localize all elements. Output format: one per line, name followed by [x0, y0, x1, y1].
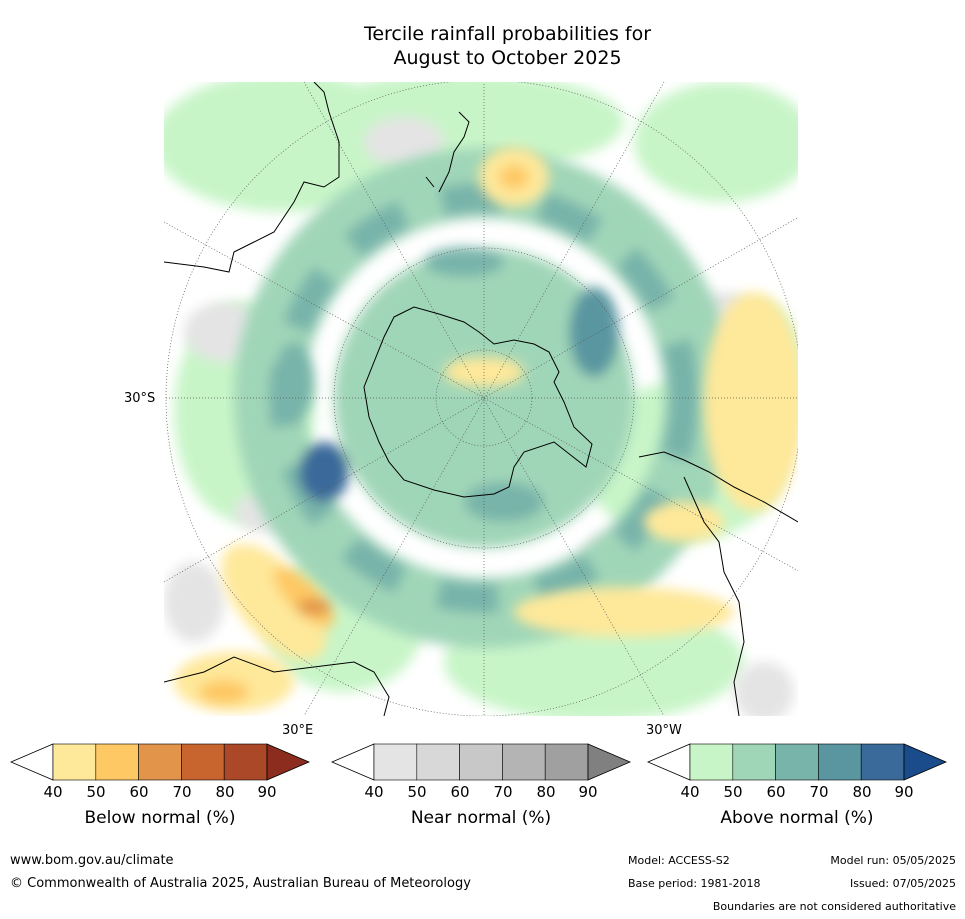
colorbar-swatch: [818, 743, 862, 781]
tick: 80: [536, 783, 556, 801]
footer-url: www.bom.gov.au/climate: [10, 853, 174, 868]
colorbar-swatch: [95, 743, 139, 781]
australia-coastline: [164, 82, 340, 273]
tick: 90: [894, 783, 914, 801]
footer-copyright: © Commonwealth of Australia 2025, Austra…: [10, 876, 471, 891]
colorbar-swatch: [373, 743, 418, 781]
colorbar-near-normal-swatches: [330, 743, 632, 781]
title-line-1: Tercile rainfall probabilities for: [363, 23, 652, 45]
antarctica-coastline: [363, 306, 593, 498]
colorbar-swatch: [544, 743, 589, 781]
colorbar-extend-high: [266, 743, 311, 781]
colorbar-extend-low: [330, 743, 375, 781]
tick: 90: [257, 783, 277, 801]
colorbar-swatch: [775, 743, 819, 781]
tick: 70: [809, 783, 829, 801]
colorbar-swatch: [181, 743, 225, 781]
colorbar-near-normal: 40 50 60 70 80 90: [330, 743, 632, 801]
footer-disclaimer: Boundaries are not considered authoritat…: [712, 900, 956, 913]
tick: 60: [450, 783, 470, 801]
colorbar-extend-low: [9, 743, 54, 781]
footer-model-run: Model run: 05/05/2025: [830, 854, 956, 867]
colorbar-swatch: [689, 743, 734, 781]
colorbar-extend-low: [646, 743, 691, 781]
lon-label-30w: 30°W: [646, 723, 682, 738]
tick: 90: [578, 783, 598, 801]
colorbar-swatch: [732, 743, 776, 781]
colorbar-swatch: [502, 743, 546, 781]
graticule: [164, 82, 798, 716]
tick: 60: [129, 783, 149, 801]
colorbar-near-normal-title: Near normal (%): [410, 808, 552, 828]
polar-map: [164, 82, 798, 716]
colorbar-swatch: [459, 743, 503, 781]
tick: 80: [215, 783, 235, 801]
colorbar-swatch: [416, 743, 460, 781]
colorbar-extend-high: [903, 743, 948, 781]
title-line-2: August to October 2025: [393, 47, 622, 69]
colorbar-swatch: [223, 743, 268, 781]
tick: 40: [43, 783, 63, 801]
colorbar-extend-high: [587, 743, 632, 781]
colorbar-above-normal: 40 50 60 70 80 90: [646, 743, 948, 801]
tick: 50: [86, 783, 106, 801]
colorbar-below-normal-title: Below normal (%): [84, 808, 236, 828]
colorbar-below-normal: 40 50 60 70 80 90: [9, 743, 311, 801]
new-zealand-coastline: [425, 111, 470, 193]
colorbar-above-normal-title: Above normal (%): [720, 808, 874, 828]
tick: 70: [172, 783, 192, 801]
tick: 50: [723, 783, 743, 801]
colorbar-swatch: [138, 743, 182, 781]
tick: 40: [680, 783, 700, 801]
below-normal-patches: [174, 147, 798, 712]
chart-title: Tercile rainfall probabilities for Augus…: [265, 22, 750, 70]
colorbar-swatch: [52, 743, 97, 781]
colorbar-above-normal-swatches: [646, 743, 948, 781]
colorbar-swatch: [860, 743, 905, 781]
africa-coastline: [164, 656, 390, 716]
tick: 40: [364, 783, 384, 801]
lon-label-30e: 30°E: [282, 723, 314, 738]
tick: 50: [407, 783, 427, 801]
tick: 60: [766, 783, 786, 801]
tick: 70: [493, 783, 513, 801]
footer-issued: Issued: 07/05/2025: [849, 877, 956, 890]
south-america-coastline: [638, 451, 798, 716]
colorbar-below-normal-swatches: [9, 743, 311, 781]
tick: 80: [852, 783, 872, 801]
footer-base-period: Base period: 1981-2018: [628, 877, 761, 890]
footer-model: Model: ACCESS-S2: [628, 854, 730, 867]
lat-label-30s: 30°S: [124, 391, 156, 406]
